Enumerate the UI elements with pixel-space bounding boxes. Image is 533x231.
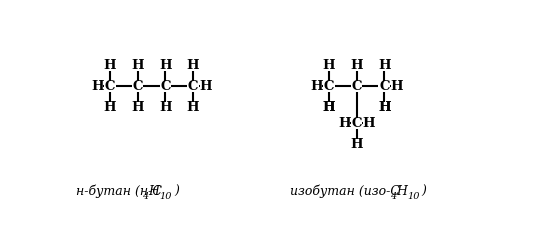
Text: H: H bbox=[131, 59, 144, 72]
Text: H: H bbox=[350, 59, 363, 72]
Text: H: H bbox=[187, 59, 199, 72]
Text: H: H bbox=[199, 80, 212, 93]
Text: 10: 10 bbox=[407, 192, 420, 201]
Text: 4: 4 bbox=[142, 192, 148, 201]
Text: изобутан (изо-C: изобутан (изо-C bbox=[290, 185, 400, 198]
Text: H: H bbox=[104, 59, 116, 72]
Text: C: C bbox=[324, 80, 334, 93]
Text: H: H bbox=[378, 101, 391, 114]
Text: H: H bbox=[350, 138, 363, 151]
Text: H: H bbox=[390, 80, 403, 93]
Text: C: C bbox=[160, 80, 171, 93]
Text: C: C bbox=[351, 80, 362, 93]
Text: H: H bbox=[378, 59, 391, 72]
Text: H: H bbox=[322, 101, 335, 114]
Text: H: H bbox=[310, 80, 323, 93]
Text: 4: 4 bbox=[390, 192, 396, 201]
Text: H: H bbox=[187, 101, 199, 114]
Text: H: H bbox=[396, 185, 407, 198]
Text: H: H bbox=[322, 59, 335, 72]
Text: H: H bbox=[131, 101, 144, 114]
Text: C: C bbox=[188, 80, 198, 93]
Text: H: H bbox=[91, 80, 104, 93]
Text: H: H bbox=[159, 101, 172, 114]
Text: н-бутан (н-C: н-бутан (н-C bbox=[76, 185, 161, 198]
Text: 10: 10 bbox=[159, 192, 172, 201]
Text: H: H bbox=[338, 117, 351, 130]
Text: ): ) bbox=[174, 185, 179, 198]
Text: C: C bbox=[132, 80, 143, 93]
Text: ): ) bbox=[421, 185, 426, 198]
Text: H: H bbox=[148, 185, 159, 198]
Text: H: H bbox=[322, 101, 335, 114]
Text: H: H bbox=[104, 101, 116, 114]
Text: H: H bbox=[378, 101, 391, 114]
Text: C: C bbox=[351, 117, 362, 130]
Text: C: C bbox=[379, 80, 390, 93]
Text: H: H bbox=[159, 59, 172, 72]
Text: H: H bbox=[362, 117, 375, 130]
Text: C: C bbox=[105, 80, 115, 93]
